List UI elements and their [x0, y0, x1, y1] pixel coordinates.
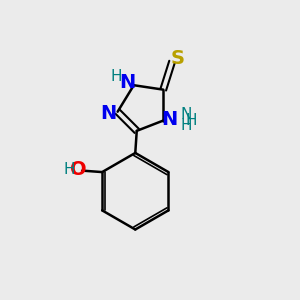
Text: S: S	[170, 49, 184, 68]
Text: N: N	[162, 110, 178, 129]
Text: H: H	[111, 69, 122, 84]
Text: N: N	[101, 104, 117, 123]
Text: N: N	[119, 73, 136, 92]
Text: H: H	[181, 118, 192, 134]
Text: H: H	[186, 113, 197, 128]
Text: N: N	[181, 107, 192, 122]
Text: O: O	[70, 160, 87, 178]
Text: H: H	[63, 162, 75, 177]
